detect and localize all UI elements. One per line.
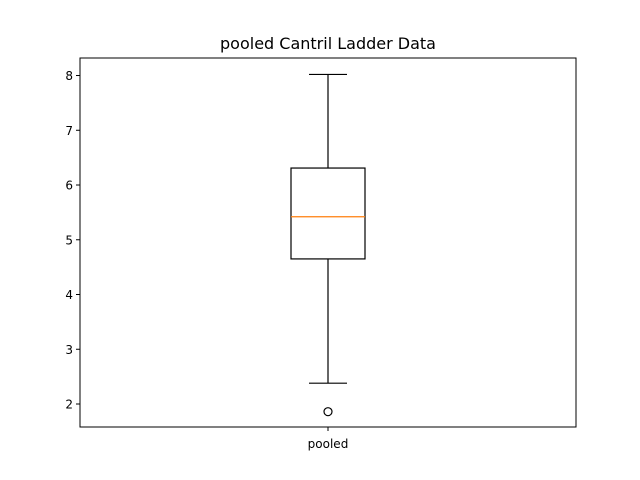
y-tick-label: 2 xyxy=(65,398,73,412)
y-tick-label: 3 xyxy=(65,343,73,357)
plot-area: 2 3 4 5 6 7 8 pooled xyxy=(65,57,577,451)
y-tick-label: 5 xyxy=(65,233,73,247)
y-tick-label: 4 xyxy=(65,288,73,302)
y-tick-label: 8 xyxy=(65,69,73,83)
x-tick-label: pooled xyxy=(308,437,349,451)
chart-title: pooled Cantril Ladder Data xyxy=(220,34,436,53)
axes-frame xyxy=(79,57,577,428)
iqr-box xyxy=(290,167,366,260)
outlier-point xyxy=(323,407,333,417)
y-tick-label: 6 xyxy=(65,179,73,193)
y-tick-label: 7 xyxy=(65,124,73,138)
